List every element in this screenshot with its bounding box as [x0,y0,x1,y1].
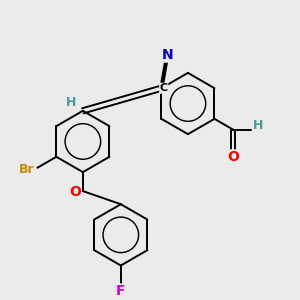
Text: O: O [69,185,81,199]
Text: N: N [162,48,173,62]
Text: O: O [227,150,239,164]
Text: H: H [65,96,76,109]
Text: C: C [160,83,168,93]
Text: Br: Br [19,163,34,176]
Text: H: H [253,119,263,132]
Text: F: F [116,284,126,298]
